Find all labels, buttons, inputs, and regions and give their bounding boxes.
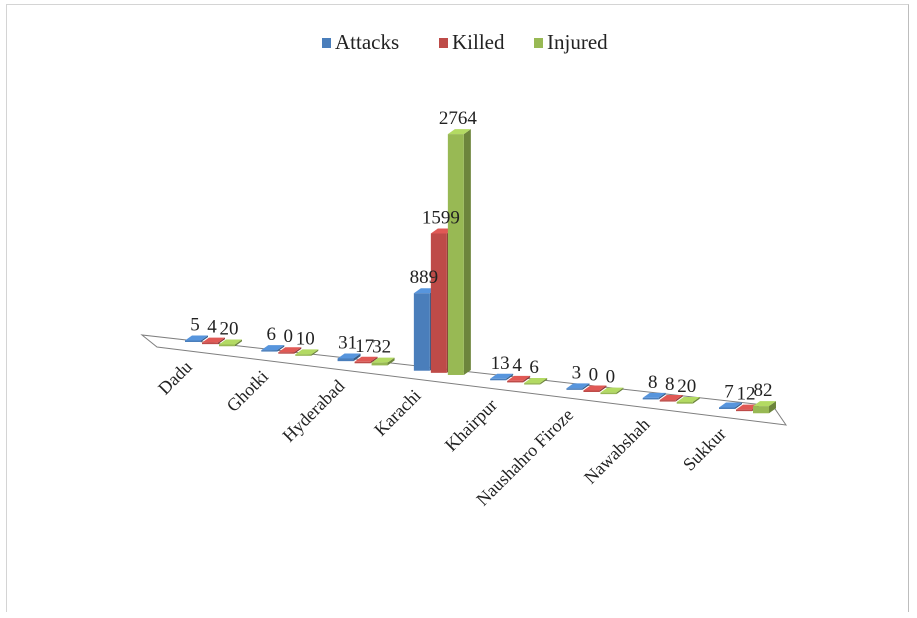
category-label-khairpur: Khairpur <box>441 395 501 455</box>
bar-ghotki-attacks <box>261 345 285 352</box>
bar-naushahro-firoze-injured <box>600 387 624 395</box>
bar-khairpur-attacks <box>490 373 514 381</box>
data-label-naushahro-firoze-injured: 0 <box>606 367 616 388</box>
data-label-karachi-injured: 2764 <box>439 108 478 129</box>
bar-group-hyderabad <box>337 353 395 366</box>
bar-karachi-injured <box>447 129 471 375</box>
bar-khairpur-killed <box>507 375 531 383</box>
data-label-ghotki-injured: 10 <box>296 328 315 349</box>
casualty-bar-chart: Attacks Killed Injured 5 4 20 6 0 10 31173288915… <box>140 30 788 510</box>
legend-label-attacks: Attacks <box>335 30 399 54</box>
legend-label-injured: Injured <box>547 30 608 54</box>
bar-dadu-killed <box>202 337 225 345</box>
bar-sukkur-attacks <box>719 402 742 409</box>
floor-plane <box>140 334 788 426</box>
data-label-dadu-attacks: 5 <box>190 315 200 336</box>
bar-nawabshah-attacks <box>642 392 666 400</box>
data-label-hyderabad-killed: 17 <box>355 336 374 357</box>
bar-group-naushahro-firoze <box>566 383 624 395</box>
legend: Attacks Killed Injured <box>322 30 608 54</box>
category-label-nawabshah: Nawabshah <box>580 414 654 488</box>
data-label-nawabshah-attacks: 8 <box>648 372 658 393</box>
bar-naushahro-firoze-killed <box>583 385 607 392</box>
bar-hyderabad-killed <box>354 356 378 364</box>
data-label-karachi-killed: 1599 <box>422 208 460 229</box>
bar-nawabshah-killed <box>659 395 683 402</box>
data-label-karachi-attacks: 889 <box>410 267 439 288</box>
data-label-dadu-killed: 4 <box>207 317 217 338</box>
data-label-nawabshah-killed: 8 <box>665 374 675 395</box>
bar-hyderabad-attacks <box>337 353 361 362</box>
data-label-khairpur-attacks: 13 <box>491 353 510 374</box>
category-label-dadu: Dadu <box>154 357 196 399</box>
data-label-naushahro-firoze-attacks: 3 <box>572 362 582 383</box>
category-label-sukkur: Sukkur <box>679 424 730 475</box>
category-label-karachi: Karachi <box>370 385 424 439</box>
bar-dadu-attacks <box>185 335 208 342</box>
bars <box>185 129 776 414</box>
bar-group-karachi <box>413 129 471 375</box>
data-label-hyderabad-attacks: 31 <box>338 332 357 353</box>
bar-nawabshah-injured <box>676 396 700 404</box>
data-label-sukkur-killed: 12 <box>737 384 756 405</box>
data-label-naushahro-firoze-killed: 0 <box>589 364 599 385</box>
bar-group-ghotki <box>261 345 319 356</box>
chart-frame: Attacks Killed Injured 5 4 20 6 0 10 31 17 32 889 15… <box>6 4 909 612</box>
legend-label-killed: Killed <box>452 30 505 54</box>
data-label-sukkur-attacks: 7 <box>724 382 734 403</box>
legend-swatch-killed <box>439 38 448 48</box>
bar-ghotki-injured <box>295 349 319 356</box>
bar-ghotki-killed <box>278 347 302 354</box>
bar-group-nawabshah <box>642 392 700 404</box>
bar-khairpur-injured <box>524 378 548 385</box>
data-label-hyderabad-injured: 32 <box>372 337 391 358</box>
data-label-khairpur-killed: 4 <box>512 355 522 376</box>
data-label-khairpur-injured: 6 <box>529 357 539 378</box>
category-label-hyderabad: Hyderabad <box>278 376 348 446</box>
data-label-nawabshah-injured: 20 <box>677 376 696 397</box>
data-label-ghotki-killed: 0 <box>284 326 294 347</box>
legend-swatch-injured <box>534 38 543 48</box>
legend-swatch-attacks <box>322 38 331 48</box>
bar-hyderabad-injured <box>371 357 395 366</box>
bar-group-khairpur <box>490 373 548 385</box>
bar-group-sukkur <box>719 401 776 414</box>
bar-naushahro-firoze-attacks <box>566 383 590 390</box>
bar-sukkur-injured <box>753 401 776 414</box>
data-label-sukkur-injured: 82 <box>754 380 773 401</box>
data-label-dadu-injured: 20 <box>220 319 239 340</box>
bar-dadu-injured <box>219 339 242 347</box>
chart-floor <box>140 334 788 426</box>
category-label-ghotki: Ghotki <box>223 366 273 416</box>
bar-group-dadu <box>185 335 242 347</box>
data-label-ghotki-attacks: 6 <box>267 324 277 345</box>
